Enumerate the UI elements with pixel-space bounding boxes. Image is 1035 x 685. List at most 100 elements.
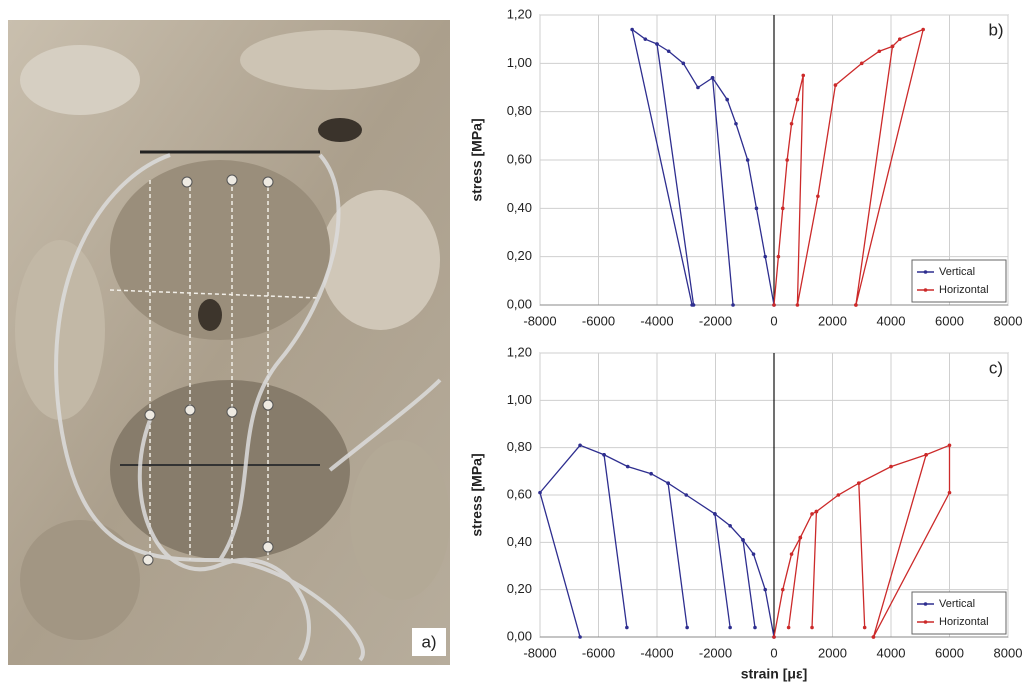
- data-point: [781, 207, 785, 211]
- data-point: [578, 635, 582, 639]
- data-point: [834, 83, 838, 87]
- data-point: [772, 303, 776, 307]
- data-point: [734, 122, 738, 126]
- data-point: [667, 49, 671, 53]
- data-point: [948, 444, 952, 448]
- data-point: [666, 481, 670, 485]
- photo-label: a): [421, 632, 436, 651]
- x-tick-label: -8000: [523, 645, 556, 660]
- data-point: [728, 626, 732, 630]
- data-point: [816, 194, 820, 198]
- x-tick-label: 8000: [994, 645, 1023, 660]
- data-point: [578, 444, 582, 448]
- x-tick-label: -2000: [699, 313, 732, 328]
- data-point: [787, 626, 791, 630]
- x-tick-label: 4000: [877, 313, 906, 328]
- legend-swatch-dot: [924, 288, 928, 292]
- data-point: [872, 635, 876, 639]
- data-point: [898, 37, 902, 41]
- data-point: [790, 122, 794, 126]
- data-point: [863, 626, 867, 630]
- y-tick-label: 0,80: [507, 103, 532, 118]
- data-point: [682, 62, 686, 66]
- data-point: [777, 255, 781, 259]
- panel-label: b): [988, 20, 1003, 39]
- x-tick-label: 2000: [818, 645, 847, 660]
- data-point: [746, 158, 750, 162]
- legend-swatch-dot: [924, 270, 928, 274]
- x-tick-label: 6000: [935, 313, 964, 328]
- data-point: [924, 453, 928, 457]
- data-point: [889, 465, 893, 469]
- data-point: [755, 207, 759, 211]
- y-tick-label: 1,00: [507, 392, 532, 407]
- data-point: [772, 635, 776, 639]
- data-point: [684, 493, 688, 497]
- data-point: [685, 626, 689, 630]
- data-point: [763, 255, 767, 259]
- y-axis-label: stress [MPa]: [469, 453, 485, 536]
- x-axis-label: strain [με]: [741, 666, 808, 682]
- y-tick-label: 0,00: [507, 628, 532, 643]
- legend-label: Horizontal: [939, 284, 989, 296]
- data-point: [857, 481, 861, 485]
- data-point: [860, 62, 864, 66]
- data-point: [763, 588, 767, 592]
- x-tick-label: 0: [770, 313, 777, 328]
- data-point: [626, 465, 630, 469]
- legend-swatch-dot: [924, 620, 928, 624]
- data-point: [538, 491, 542, 495]
- y-tick-label: 1,20: [507, 344, 532, 359]
- data-point: [649, 472, 653, 476]
- y-tick-label: 0,40: [507, 200, 532, 215]
- x-tick-label: 6000: [935, 645, 964, 660]
- y-tick-label: 0,60: [507, 151, 532, 166]
- x-tick-label: 0: [770, 645, 777, 660]
- data-point: [725, 98, 729, 102]
- data-point: [854, 303, 858, 307]
- y-tick-label: 0,40: [507, 534, 532, 549]
- data-point: [696, 86, 700, 90]
- y-tick-label: 1,20: [507, 6, 532, 21]
- y-axis-label: stress [MPa]: [469, 118, 485, 201]
- data-point: [891, 45, 895, 49]
- data-point: [790, 552, 794, 556]
- data-point: [815, 510, 819, 514]
- data-point: [731, 303, 735, 307]
- data-point: [948, 491, 952, 495]
- photo: a): [8, 20, 450, 665]
- data-point: [801, 74, 805, 78]
- y-tick-label: 0,80: [507, 439, 532, 454]
- data-point: [741, 538, 745, 542]
- y-tick-label: 0,00: [507, 296, 532, 311]
- data-point: [752, 552, 756, 556]
- data-point: [602, 453, 606, 457]
- x-tick-label: -8000: [523, 313, 556, 328]
- data-point: [810, 512, 814, 516]
- legend-label: Horizontal: [939, 616, 989, 628]
- data-point: [753, 626, 757, 630]
- x-tick-label: -4000: [640, 645, 673, 660]
- data-point: [625, 626, 629, 630]
- data-point: [644, 37, 648, 41]
- legend-label: Vertical: [939, 266, 975, 278]
- figure: a) 0,00 0,20 0,40 0,60 0,80 1,00 1,20 -8000 -600…: [0, 0, 1035, 685]
- data-point: [785, 158, 789, 162]
- legend-swatch-dot: [924, 602, 928, 606]
- data-point: [810, 626, 814, 630]
- data-point: [728, 524, 732, 528]
- x-tick-label: -2000: [699, 645, 732, 660]
- data-point: [711, 76, 715, 80]
- data-point: [655, 42, 659, 46]
- data-point: [837, 493, 841, 497]
- x-tick-label: -6000: [582, 645, 615, 660]
- data-point: [921, 28, 925, 32]
- data-point: [781, 588, 785, 592]
- panel-label: c): [989, 358, 1003, 377]
- x-tick-label: -6000: [582, 313, 615, 328]
- data-point: [799, 536, 803, 540]
- data-point: [630, 28, 634, 32]
- x-tick-label: 8000: [994, 313, 1023, 328]
- data-point: [796, 303, 800, 307]
- y-tick-label: 0,20: [507, 248, 532, 263]
